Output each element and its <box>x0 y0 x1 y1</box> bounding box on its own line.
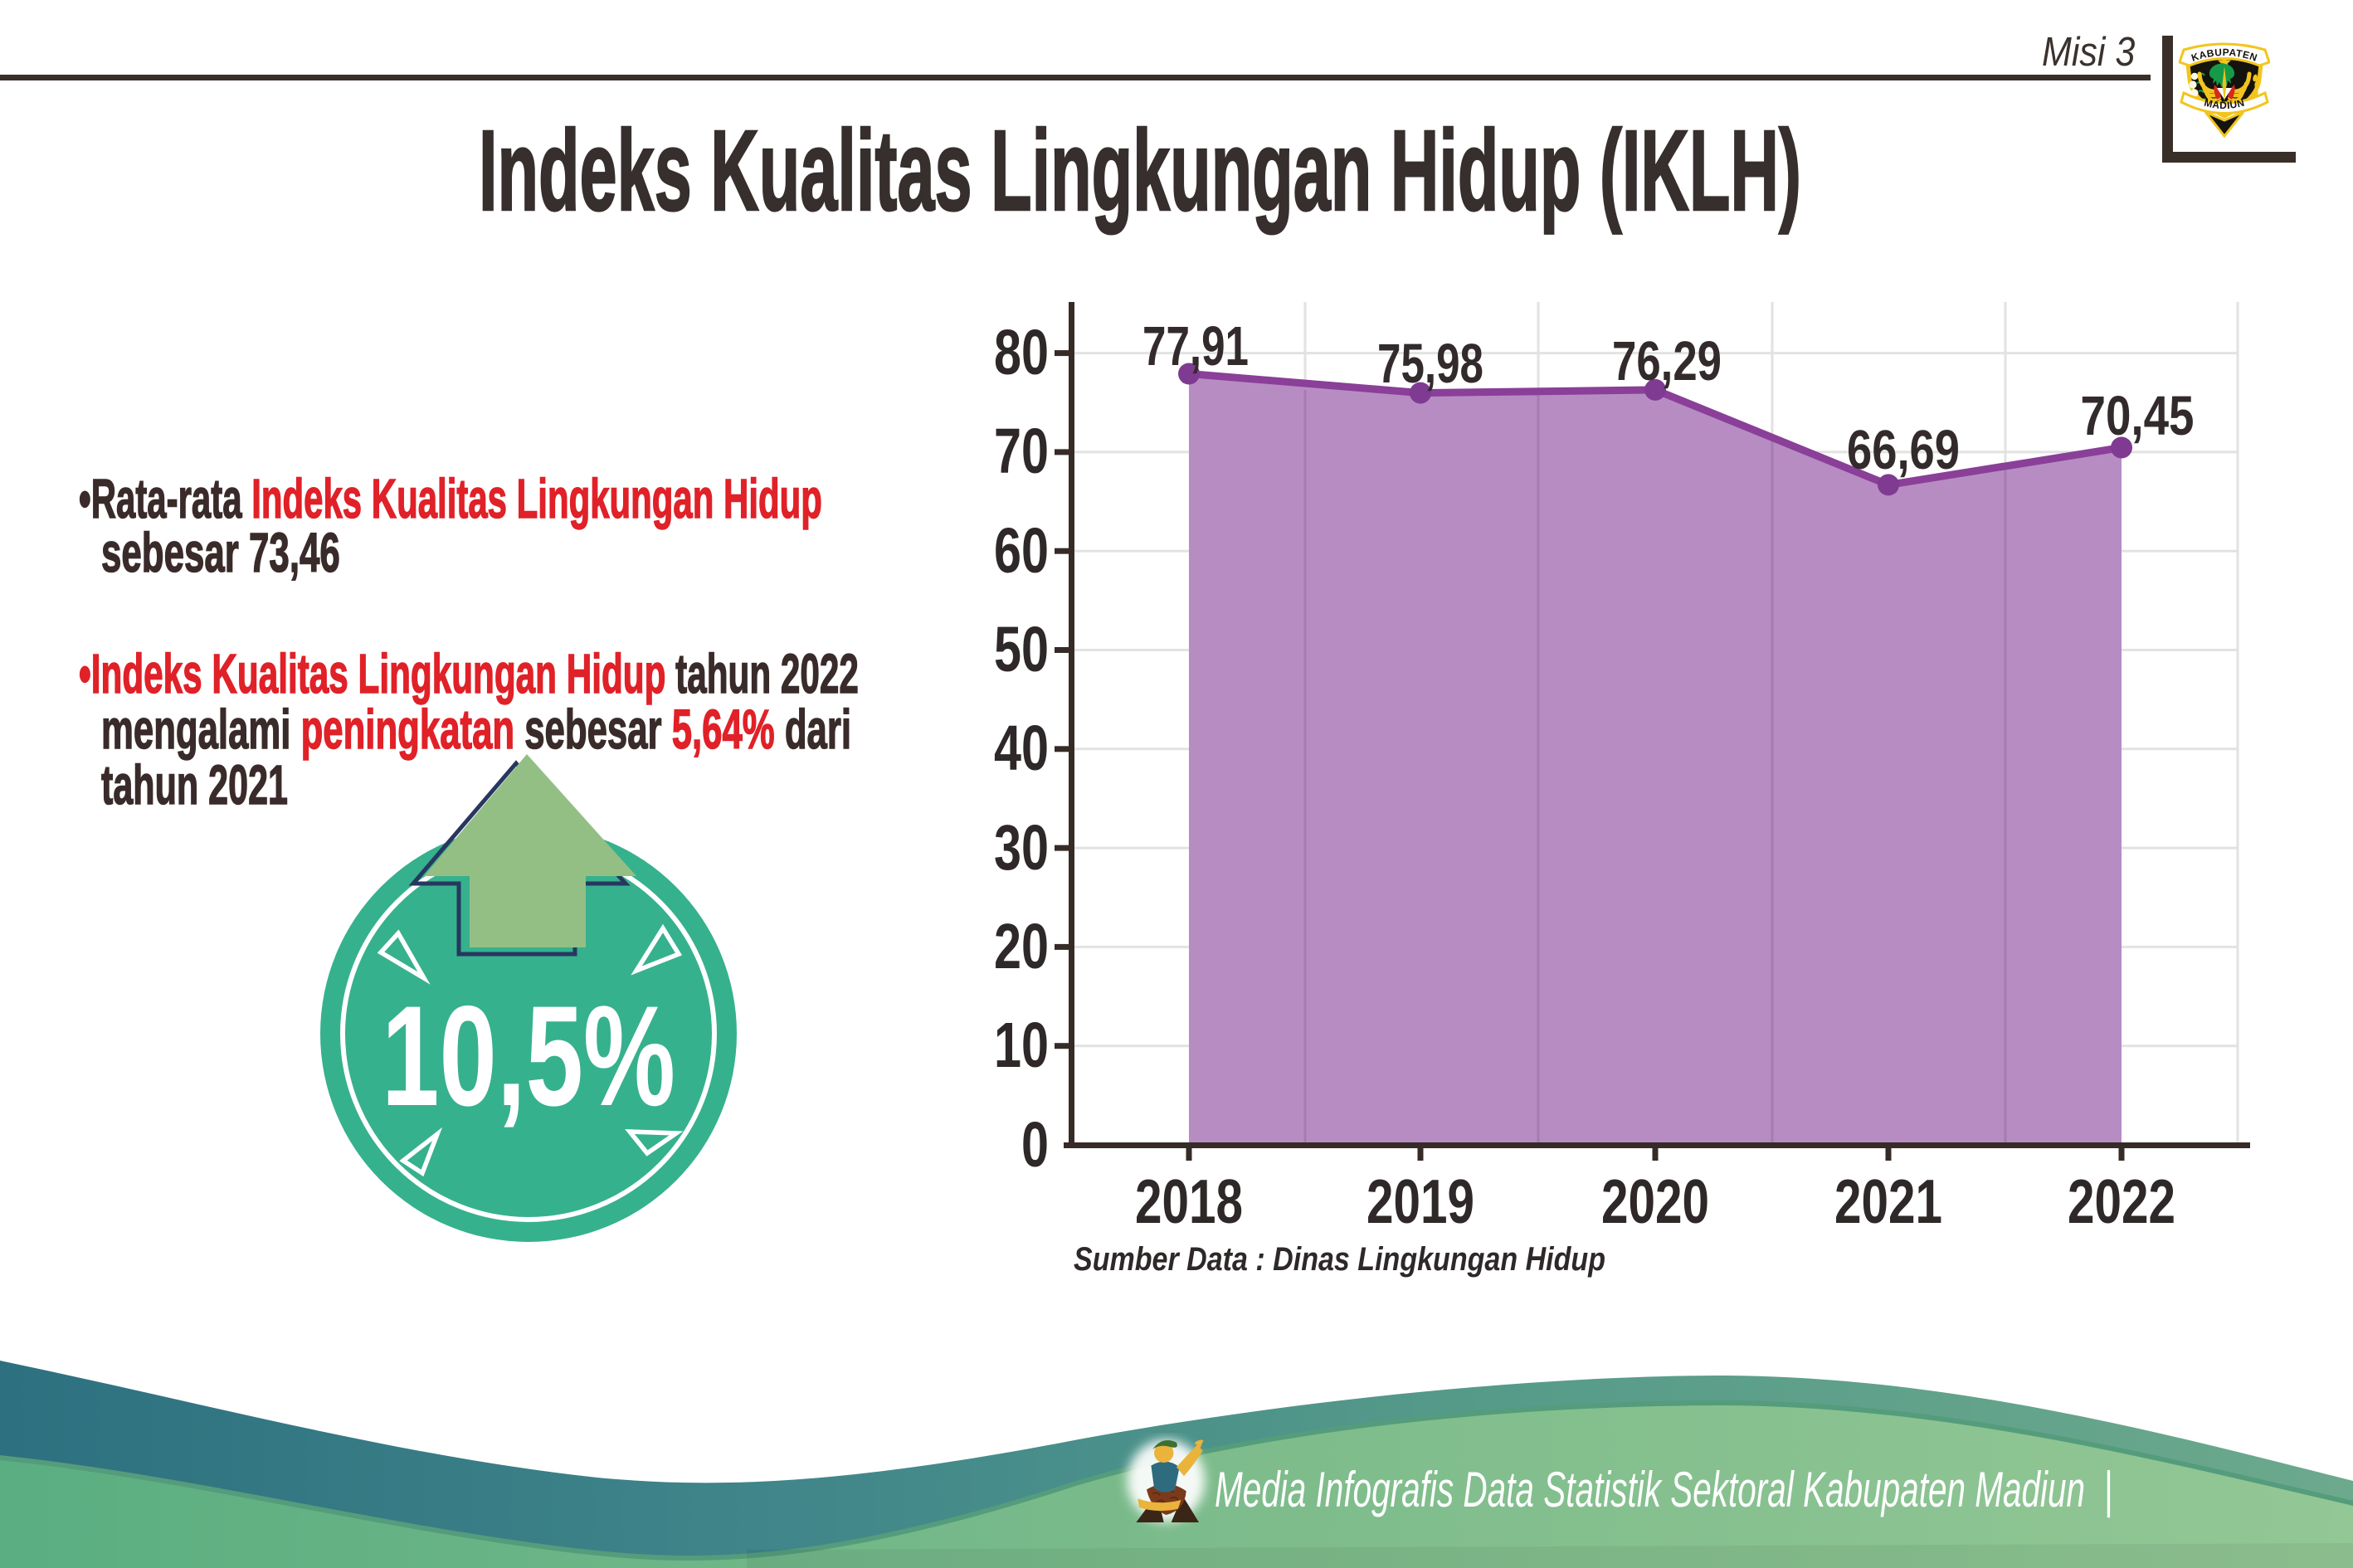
svg-text:2020: 2020 <box>1601 1166 1709 1236</box>
svg-text:2021: 2021 <box>1834 1166 1942 1236</box>
svg-text:70: 70 <box>994 416 1049 487</box>
svg-text:77,91: 77,91 <box>1142 315 1249 377</box>
svg-text:Sumber Data : Dinas Lingkungan: Sumber Data : Dinas Lingkungan Hidup <box>1074 1241 1605 1278</box>
svg-text:75,98: 75,98 <box>1377 333 1483 395</box>
svg-text:20: 20 <box>994 911 1049 982</box>
svg-text:2022: 2022 <box>2068 1166 2175 1236</box>
svg-text:40: 40 <box>994 713 1049 784</box>
svg-text:70,45: 70,45 <box>2081 385 2195 447</box>
svg-text:50: 50 <box>994 614 1049 685</box>
svg-text:76,29: 76,29 <box>1612 330 1722 392</box>
svg-text:10,5%: 10,5% <box>382 976 675 1136</box>
svg-text:KABUPATEN: KABUPATEN <box>2190 46 2258 64</box>
svg-text:0: 0 <box>1021 1109 1049 1181</box>
svg-text:10: 10 <box>994 1010 1049 1081</box>
svg-text:2019: 2019 <box>1366 1166 1474 1236</box>
svg-text:66,69: 66,69 <box>1847 419 1960 481</box>
svg-text:2018: 2018 <box>1135 1166 1243 1236</box>
svg-text:80: 80 <box>994 317 1049 388</box>
svg-text:60: 60 <box>994 515 1049 587</box>
svg-text:MADIUN: MADIUN <box>2203 97 2246 112</box>
svg-text:30: 30 <box>994 812 1049 884</box>
